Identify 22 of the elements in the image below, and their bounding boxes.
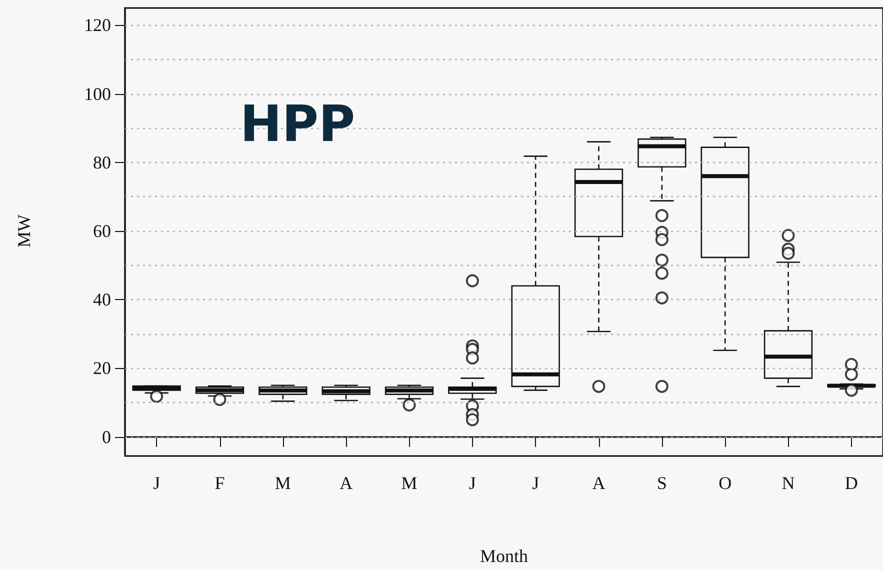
- x-tick-label: N: [782, 473, 795, 493]
- y-tick-label: 0: [102, 426, 111, 447]
- y-tick-label: 80: [93, 152, 111, 172]
- x-tick-label: J: [153, 473, 160, 493]
- x-tick-label: J: [468, 473, 476, 493]
- text: HPP: [240, 95, 356, 153]
- y-tick-label: 120: [84, 15, 111, 36]
- x-tick-label: M: [401, 473, 418, 493]
- x-tick-label: J: [532, 473, 540, 493]
- x-tick-label: O: [718, 473, 732, 493]
- x-tick-label: S: [656, 473, 667, 493]
- x-tick-label: M: [274, 473, 291, 493]
- x-tick-label: A: [340, 473, 353, 493]
- y-axis-title: MW: [14, 214, 34, 248]
- x-axis-title: Month: [480, 546, 528, 566]
- y-tick-label: 20: [93, 358, 111, 378]
- x-tick-label: A: [592, 473, 606, 493]
- x-tick-label: D: [844, 473, 858, 493]
- y-tick-label: 60: [93, 221, 111, 241]
- y-tick-label: 100: [84, 84, 111, 104]
- x-tick-label: F: [214, 473, 225, 493]
- y-tick-label: 40: [93, 290, 111, 310]
